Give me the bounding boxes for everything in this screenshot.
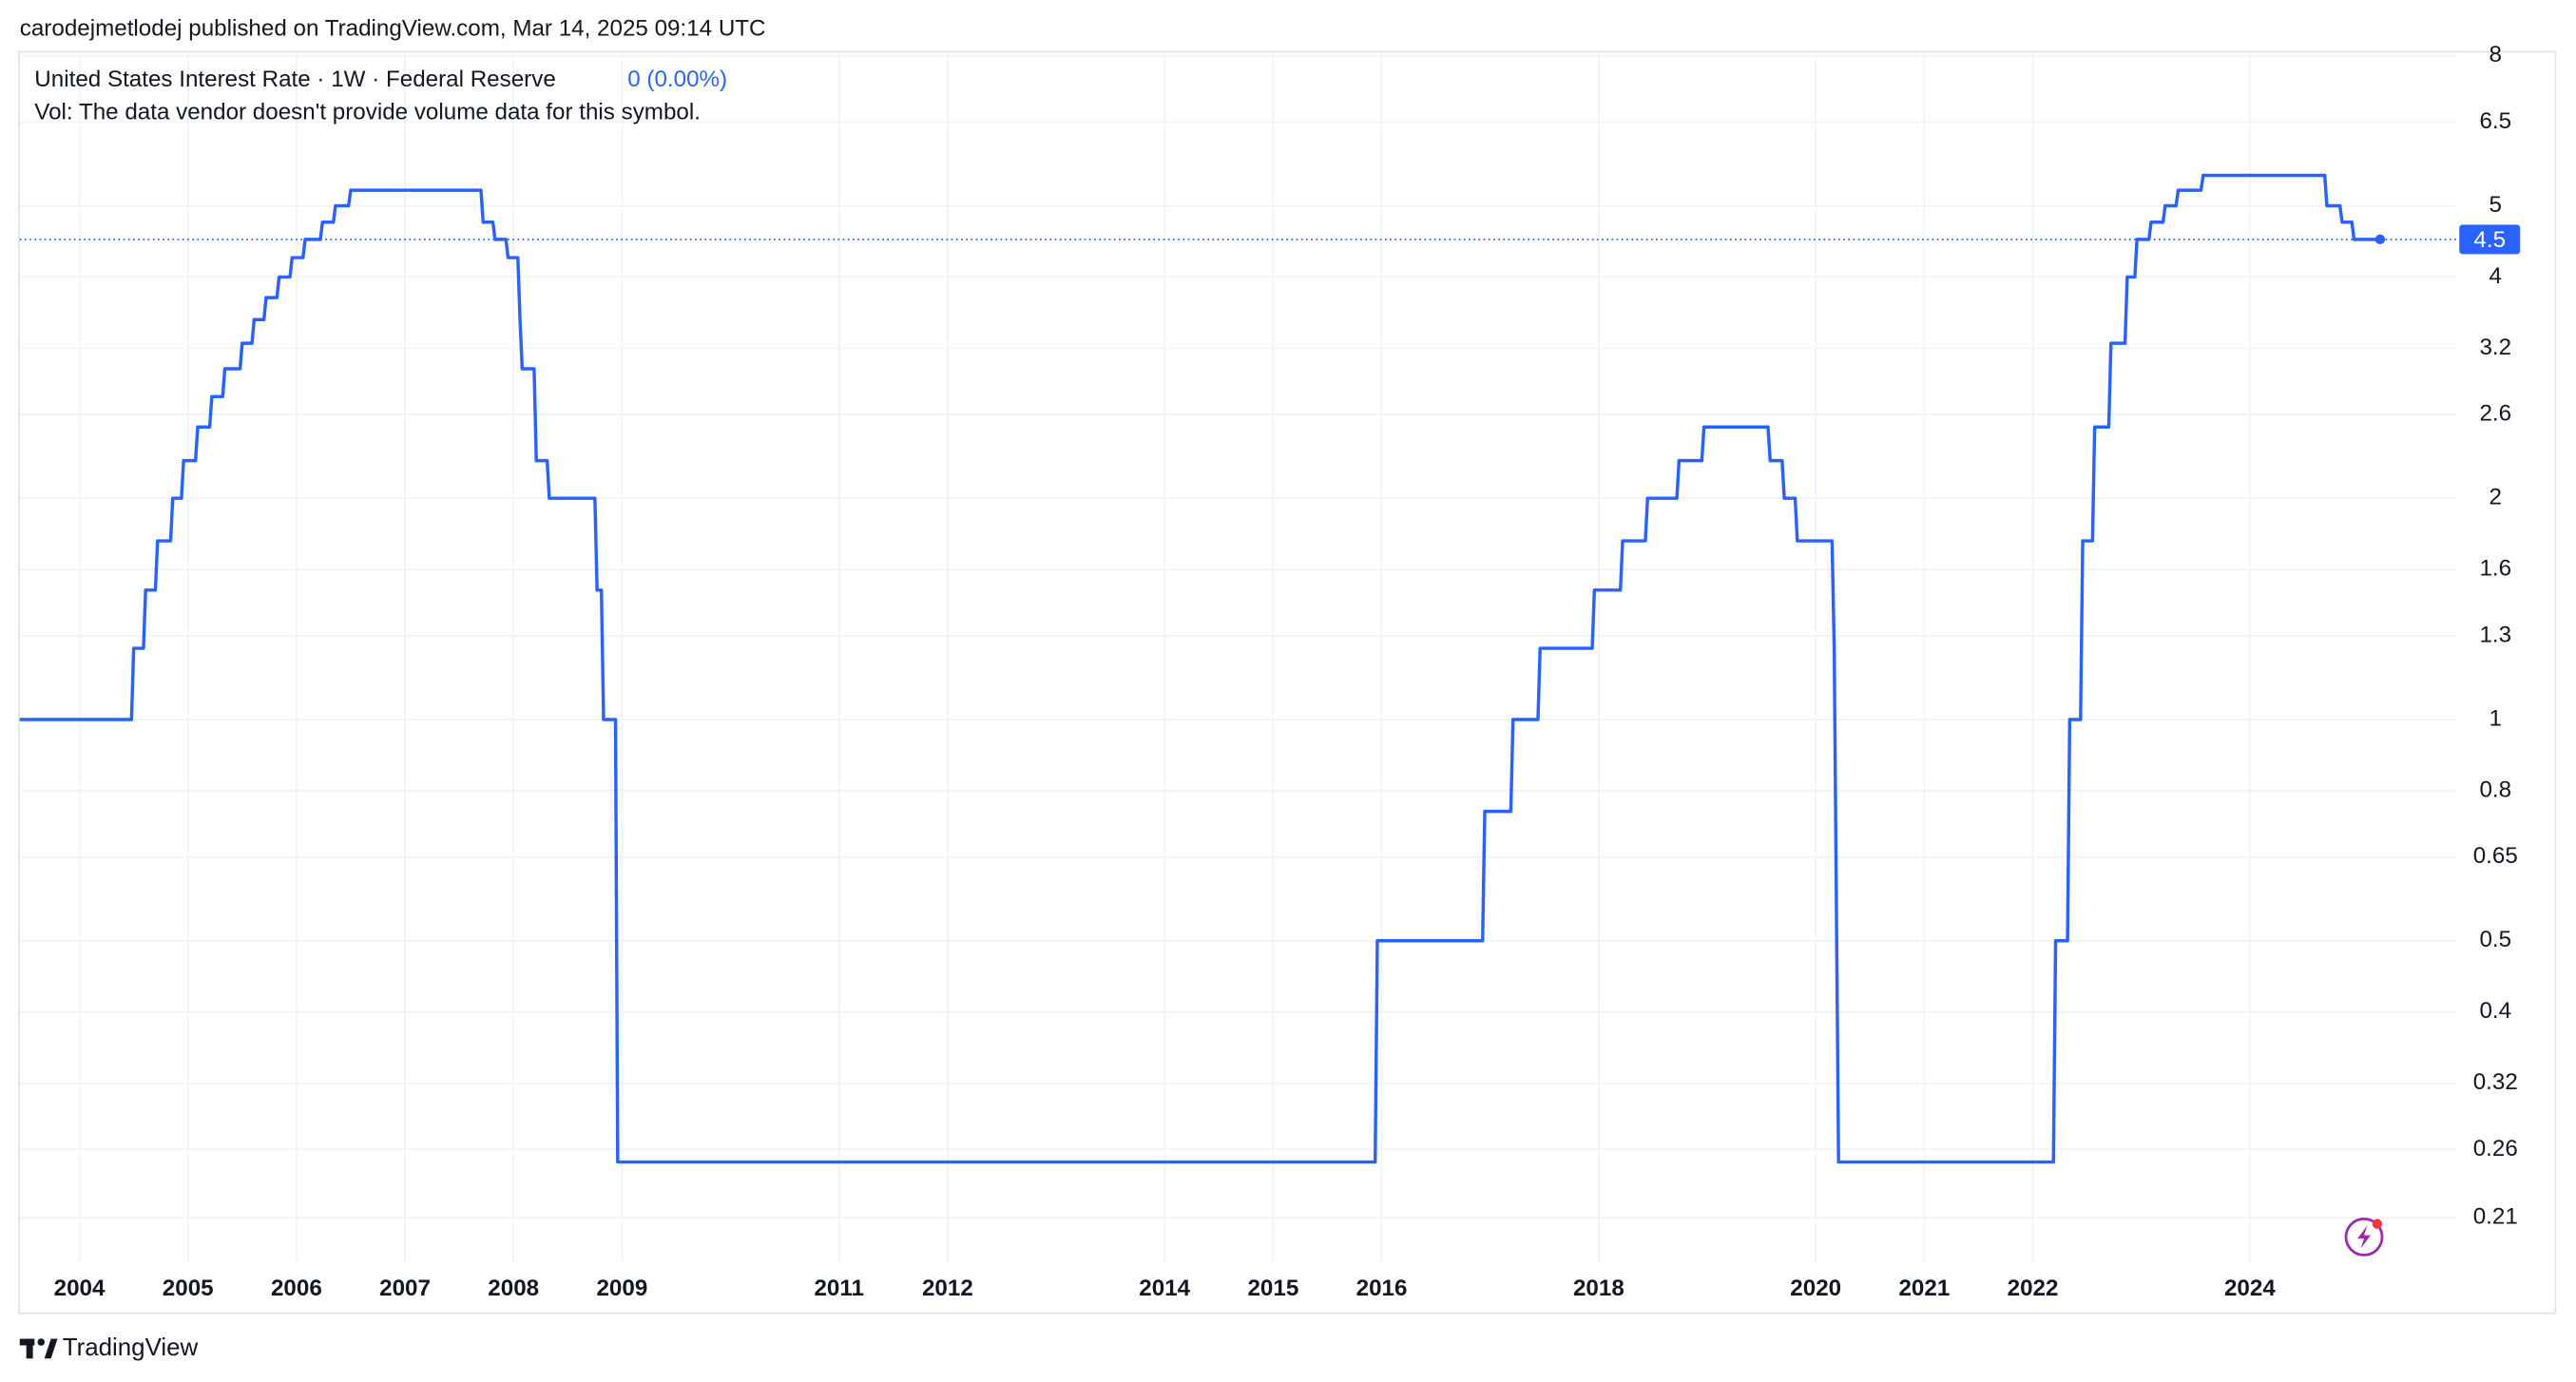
y-tick-label: 4 (2489, 263, 2502, 289)
y-tick-label: 0.21 (2473, 1203, 2518, 1229)
change: 0 (0.00%) (627, 67, 727, 92)
y-tick-label: 0.65 (2473, 843, 2518, 869)
y-tick-label: 0.32 (2473, 1069, 2518, 1095)
x-tick-label: 2005 (163, 1276, 214, 1301)
brand: TradingView (63, 1334, 199, 1361)
grid (19, 52, 2456, 1262)
y-tick-label: 8 (2489, 42, 2502, 67)
tv-logo (19, 1338, 58, 1359)
last-price-box (2459, 224, 2521, 255)
last-price-label: 4.5 (2473, 227, 2506, 253)
y-tick-label: 1 (2489, 705, 2502, 731)
x-tick-label: 2004 (54, 1276, 106, 1301)
x-tick-label: 2014 (1139, 1276, 1190, 1301)
y-tick-label: 3.2 (2479, 335, 2511, 360)
y-tick-label: 2 (2489, 485, 2502, 510)
y-tick-label: 0.8 (2479, 777, 2511, 802)
x-tick-label: 2016 (1356, 1276, 1408, 1301)
x-tick-label: 2009 (596, 1276, 647, 1301)
x-tick-label: 2024 (2224, 1276, 2276, 1301)
x-tick-label: 2021 (1898, 1276, 1950, 1301)
y-tick-label: 0.5 (2479, 927, 2511, 952)
x-tick-label: 2007 (379, 1276, 431, 1301)
volume-note: Vol: The data vendor doesn't provide vol… (34, 100, 701, 125)
x-tick-label: 2006 (271, 1276, 322, 1301)
publisher-line: carodejmetlodej published on TradingView… (20, 15, 766, 41)
x-tick-label: 2020 (1790, 1276, 1841, 1301)
x-tick-label: 2008 (488, 1276, 539, 1301)
x-tick-label: 2022 (2008, 1276, 2059, 1301)
series-line (19, 173, 2380, 1164)
y-tick-label: 0.4 (2479, 998, 2511, 1024)
lightning-icon[interactable] (2344, 1217, 2384, 1257)
y-tick-label: 5 (2489, 192, 2502, 218)
y-tick-label: 0.26 (2473, 1136, 2518, 1161)
symbol-legend: United States Interest Rate · 1W · Feder… (34, 67, 555, 92)
y-tick-label: 1.3 (2479, 622, 2511, 647)
last-point (2374, 234, 2386, 245)
x-tick-label: 2015 (1247, 1276, 1298, 1301)
x-tick-label: 2012 (922, 1276, 973, 1301)
y-tick-label: 2.6 (2479, 400, 2511, 426)
x-tick-label: 2011 (814, 1276, 863, 1301)
chart-frame (18, 50, 2557, 1315)
x-tick-label: 2018 (1573, 1276, 1624, 1301)
y-tick-label: 6.5 (2479, 108, 2511, 134)
y-tick-label: 1.6 (2479, 556, 2511, 582)
